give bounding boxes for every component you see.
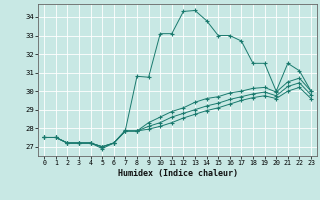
X-axis label: Humidex (Indice chaleur): Humidex (Indice chaleur) [118, 169, 238, 178]
